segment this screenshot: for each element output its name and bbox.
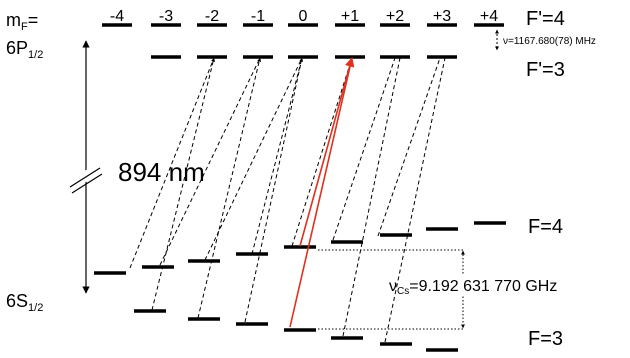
transition-line	[251, 57, 303, 255]
wavelength-label: 894 nm	[118, 157, 205, 187]
axis-break-line	[71, 173, 103, 194]
upper-state-label: 6P1/2	[6, 38, 43, 61]
transition-line	[151, 57, 216, 311]
transitions	[129, 57, 446, 343]
f-3-label: F=3	[528, 328, 563, 350]
transition-line	[129, 57, 215, 269]
mf-label: mF=	[6, 10, 38, 33]
mf-value: +1	[341, 8, 359, 25]
mf-values: -4 -3 -2 -1 0 +1 +2 +3 +4	[110, 8, 498, 25]
transition-line	[197, 57, 262, 319]
lower-state-label: 6S1/2	[6, 291, 43, 314]
highlight-transition-line	[289, 57, 353, 328]
mf-value: -4	[110, 8, 124, 25]
transition-line	[204, 57, 303, 261]
mf-value: -3	[159, 8, 173, 25]
f-4-label: F=4	[528, 216, 563, 238]
axis-break-line	[69, 167, 101, 188]
clock-label-bg	[386, 274, 600, 296]
mf-value: +2	[386, 8, 404, 25]
mf-value: 0	[299, 8, 308, 25]
mf-value: -2	[205, 8, 219, 25]
transition-line	[244, 57, 304, 323]
highlight-transition-line	[299, 57, 355, 247]
transition-line	[342, 57, 401, 337]
f-prime-4-label: F'=4	[526, 8, 565, 30]
transition-line	[377, 57, 441, 237]
upper-splitting-label: ν=1167.680(78) MHz	[503, 36, 596, 47]
mf-value: +3	[433, 8, 451, 25]
transition-line	[291, 57, 353, 247]
transition-line	[384, 57, 446, 343]
mf-value: -1	[251, 8, 265, 25]
f-prime-3-label: F'=3	[526, 59, 565, 81]
mf-value: +4	[480, 8, 498, 25]
energy-levels	[94, 23, 506, 352]
clock-frequency-label: νCs=9.192 631 770 GHz	[389, 278, 557, 297]
transition-line	[159, 57, 261, 266]
